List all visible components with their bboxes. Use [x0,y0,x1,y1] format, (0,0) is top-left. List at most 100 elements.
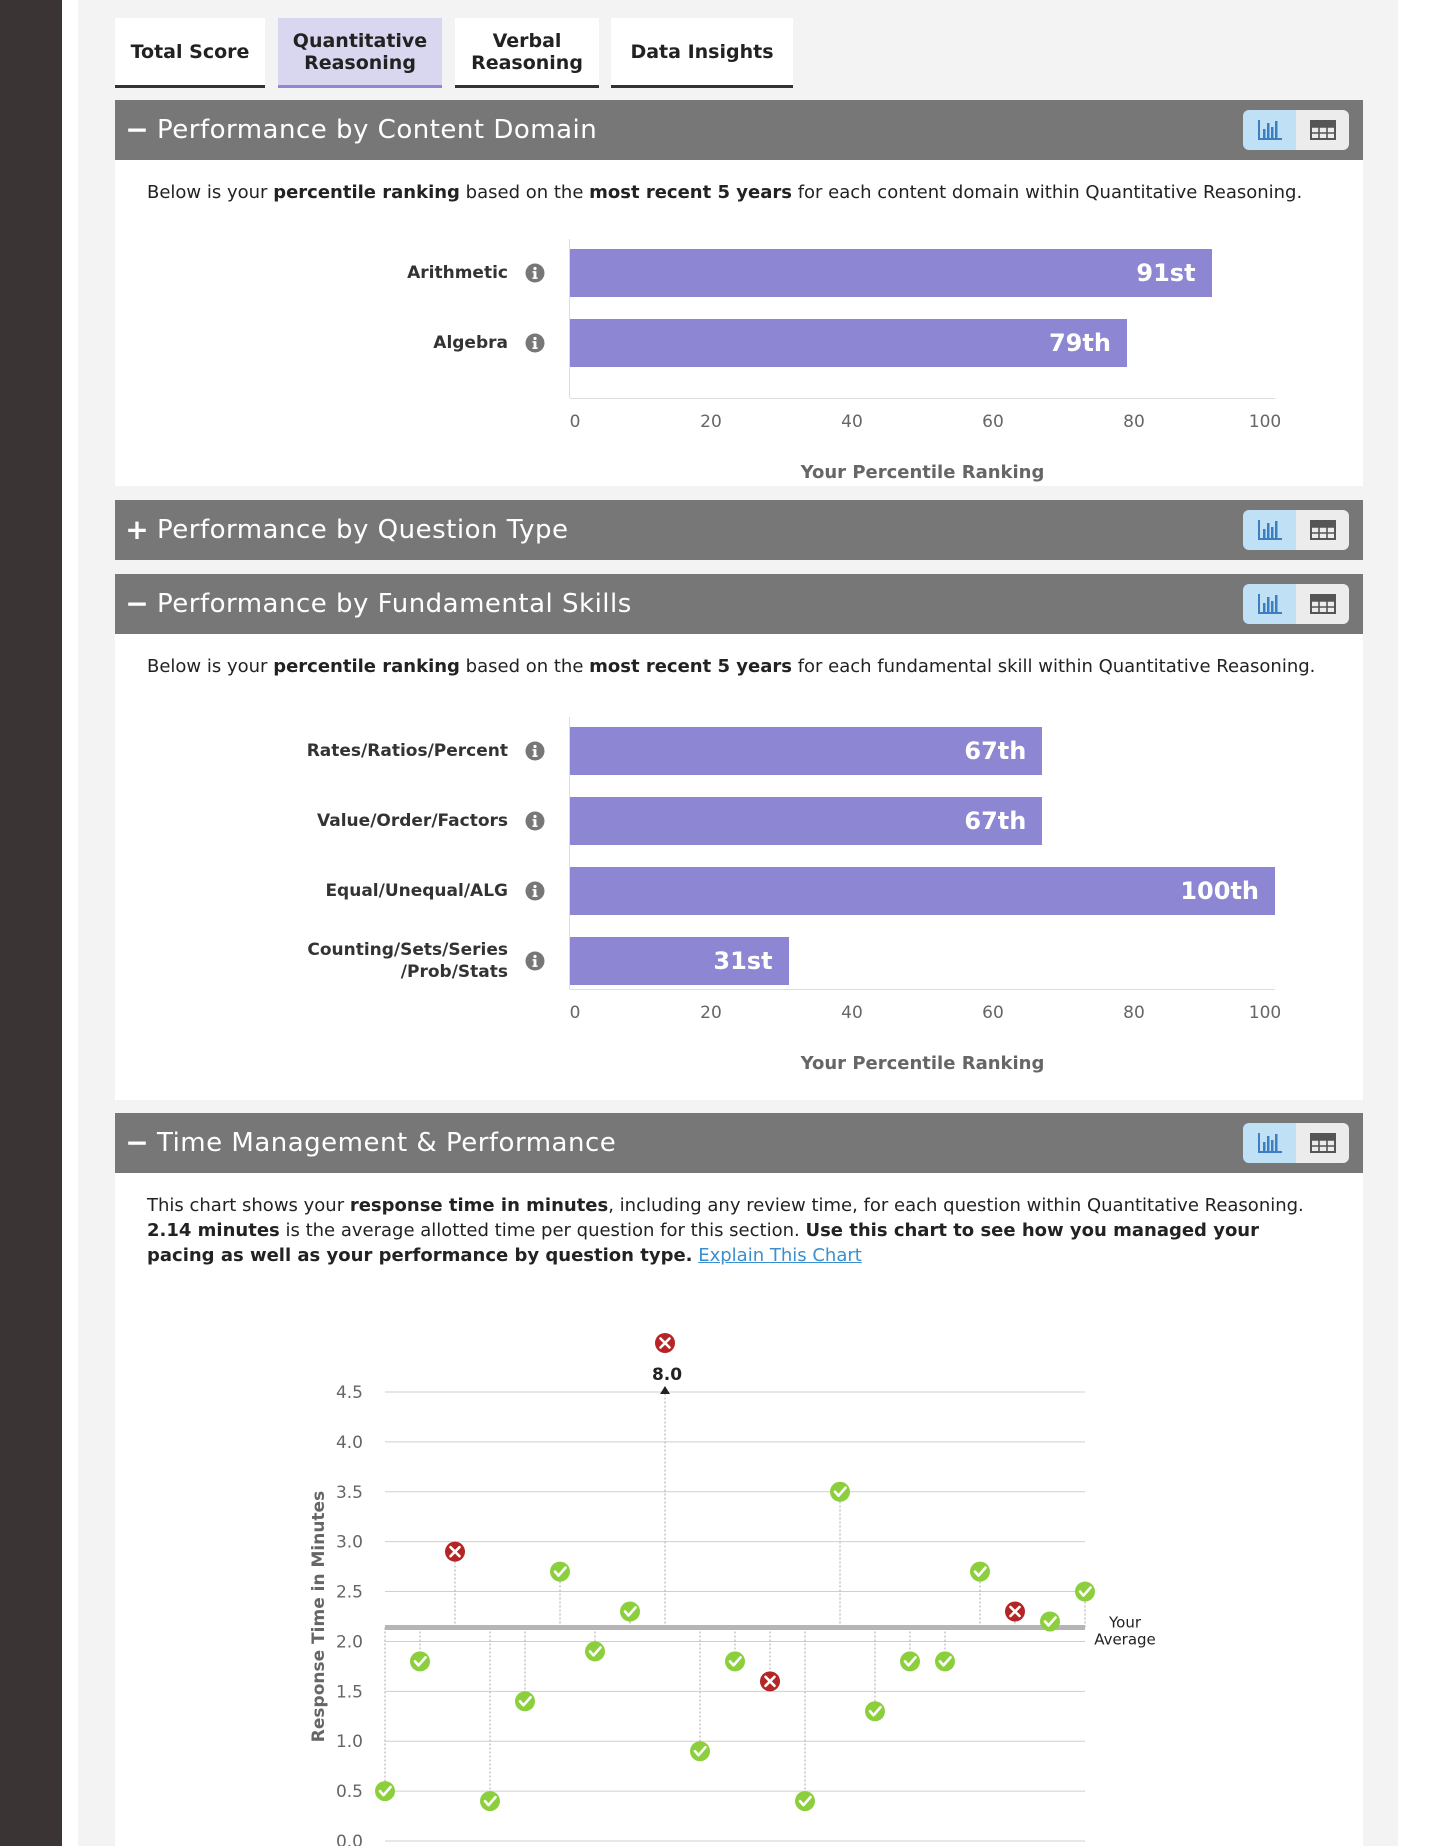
correct-point-icon[interactable] [515,1691,535,1712]
point-marker [970,1561,990,1582]
view-switch [1243,510,1349,550]
table-icon [1309,594,1336,614]
expand-toggle[interactable]: + [125,513,149,546]
section-header[interactable]: − Performance by Fundamental Skills [115,574,1363,634]
section-title: Performance by Fundamental Skills [157,589,632,619]
y-tick-label: 3.0 [336,1533,363,1553]
desc-bold: most recent 5 years [589,656,792,677]
chart-baseline [570,989,1275,990]
correct-point-icon[interactable] [970,1561,990,1582]
checkmark-glyph [518,1696,532,1707]
point-marker [515,1691,535,1712]
tab-verbal-reasoning[interactable]: Verbal Reasoning [455,18,599,88]
chart-view-button[interactable] [1243,510,1296,550]
info-icon[interactable] [525,811,545,831]
category-label-line: Equal/Unequal/ALG [325,881,508,901]
tab-label-line1: Verbal [492,29,562,52]
tab-quantitative-reasoning[interactable]: Quantitative Reasoning [278,18,442,88]
correct-point-icon[interactable] [375,1781,395,1802]
point-marker [1040,1611,1060,1632]
incorrect-point-icon[interactable] [655,1333,675,1353]
category-label-line: /Prob/Stats [400,962,508,982]
category-label: Value/Order/Factors [317,810,508,832]
info-icon[interactable] [525,881,545,901]
section-content-domain: − Performance by Content Domain Below is… [115,100,1363,486]
correct-point-icon[interactable] [1040,1611,1060,1632]
content-domain-chart: Arithmetic 91st Algebra 79th 0 20 40 60 80 100 You… [115,100,1363,486]
desc-text: This chart shows your [147,1195,350,1216]
point-marker [900,1651,920,1672]
table-view-button[interactable] [1296,110,1349,150]
chart-baseline [570,398,1275,399]
info-icon[interactable] [525,951,545,971]
chart-view-button[interactable] [1243,584,1296,624]
correct-point-icon[interactable] [1075,1581,1095,1602]
correct-point-icon[interactable] [830,1481,850,1502]
correct-point-icon[interactable] [935,1651,955,1672]
tab-data-insights[interactable]: Data Insights [611,18,793,88]
point-marker [795,1791,815,1812]
correct-point-icon[interactable] [480,1791,500,1812]
category-label: Rates/Ratios/Percent [307,740,508,762]
info-icon[interactable] [525,741,545,761]
bar-value-label: 79th [1048,329,1111,357]
chart-view-button[interactable] [1243,110,1296,150]
category-label-line: Arithmetic [407,263,508,283]
correct-point-icon[interactable] [865,1701,885,1722]
checkmark-glyph [728,1656,742,1667]
category-label: Arithmetic [407,262,508,284]
chart-view-button[interactable] [1243,1123,1296,1163]
info-icon[interactable] [525,263,545,283]
y-tick-label: 0.5 [336,1782,363,1802]
collapse-toggle[interactable]: − [125,1126,149,1159]
section-title: Time Management & Performance [157,1128,617,1158]
cross-glyph [659,1337,671,1349]
table-view-button[interactable] [1296,584,1349,624]
bar-value-label: 91st [1136,259,1196,287]
correct-point-icon[interactable] [585,1641,605,1662]
x-tick-label: 0 [569,1003,581,1023]
correct-point-icon[interactable] [620,1601,640,1622]
bar-chart-icon [1257,1133,1282,1153]
section-header[interactable]: − Performance by Content Domain [115,100,1363,160]
correct-point-icon[interactable] [690,1741,710,1762]
y-tick-label: 2.5 [336,1583,363,1603]
incorrect-point-icon[interactable] [1005,1601,1025,1622]
section-description: This chart shows your response time in m… [147,1193,1331,1268]
tab-total-score[interactable]: Total Score [115,18,265,88]
point-marker [410,1651,430,1672]
explain-chart-link[interactable]: Explain This Chart [698,1245,862,1266]
desc-text: Below is your [147,182,274,203]
collapse-toggle[interactable]: − [125,587,149,620]
point-marker [620,1601,640,1622]
bar [570,867,1275,915]
section-description: Below is your percentile ranking based o… [147,180,1331,205]
correct-point-icon[interactable] [410,1651,430,1672]
overflow-arrow [660,1386,670,1394]
correct-point-icon[interactable] [725,1651,745,1672]
overflow-value-label: 8.0 [652,1365,682,1385]
tab-label-line1: Quantitative [292,29,428,52]
point-marker [550,1561,570,1582]
section-header[interactable]: − Time Management & Performance [115,1113,1363,1173]
y-tick-label: 4.5 [336,1383,363,1403]
x-tick-label: 100 [1248,412,1282,432]
section-header[interactable]: + Performance by Question Type [115,500,1363,560]
correct-point-icon[interactable] [795,1791,815,1812]
collapse-toggle[interactable]: − [125,113,149,146]
desc-text: based on the [459,182,590,203]
point-marker [865,1701,885,1722]
x-tick-label: 40 [841,412,863,432]
table-view-button[interactable] [1296,1123,1349,1163]
incorrect-point-icon[interactable] [445,1541,465,1562]
info-icon[interactable] [525,333,545,353]
table-view-button[interactable] [1296,510,1349,550]
correct-point-icon[interactable] [900,1651,920,1672]
incorrect-point-icon[interactable] [760,1671,780,1692]
chart-axis-line [569,239,570,398]
tab-label: Total Score [130,40,250,63]
chart-axis-line [569,717,570,989]
correct-point-icon[interactable] [550,1561,570,1582]
section-time-management: − Time Management & Performance This cha… [115,1113,1363,1846]
table-icon [1309,1133,1336,1153]
